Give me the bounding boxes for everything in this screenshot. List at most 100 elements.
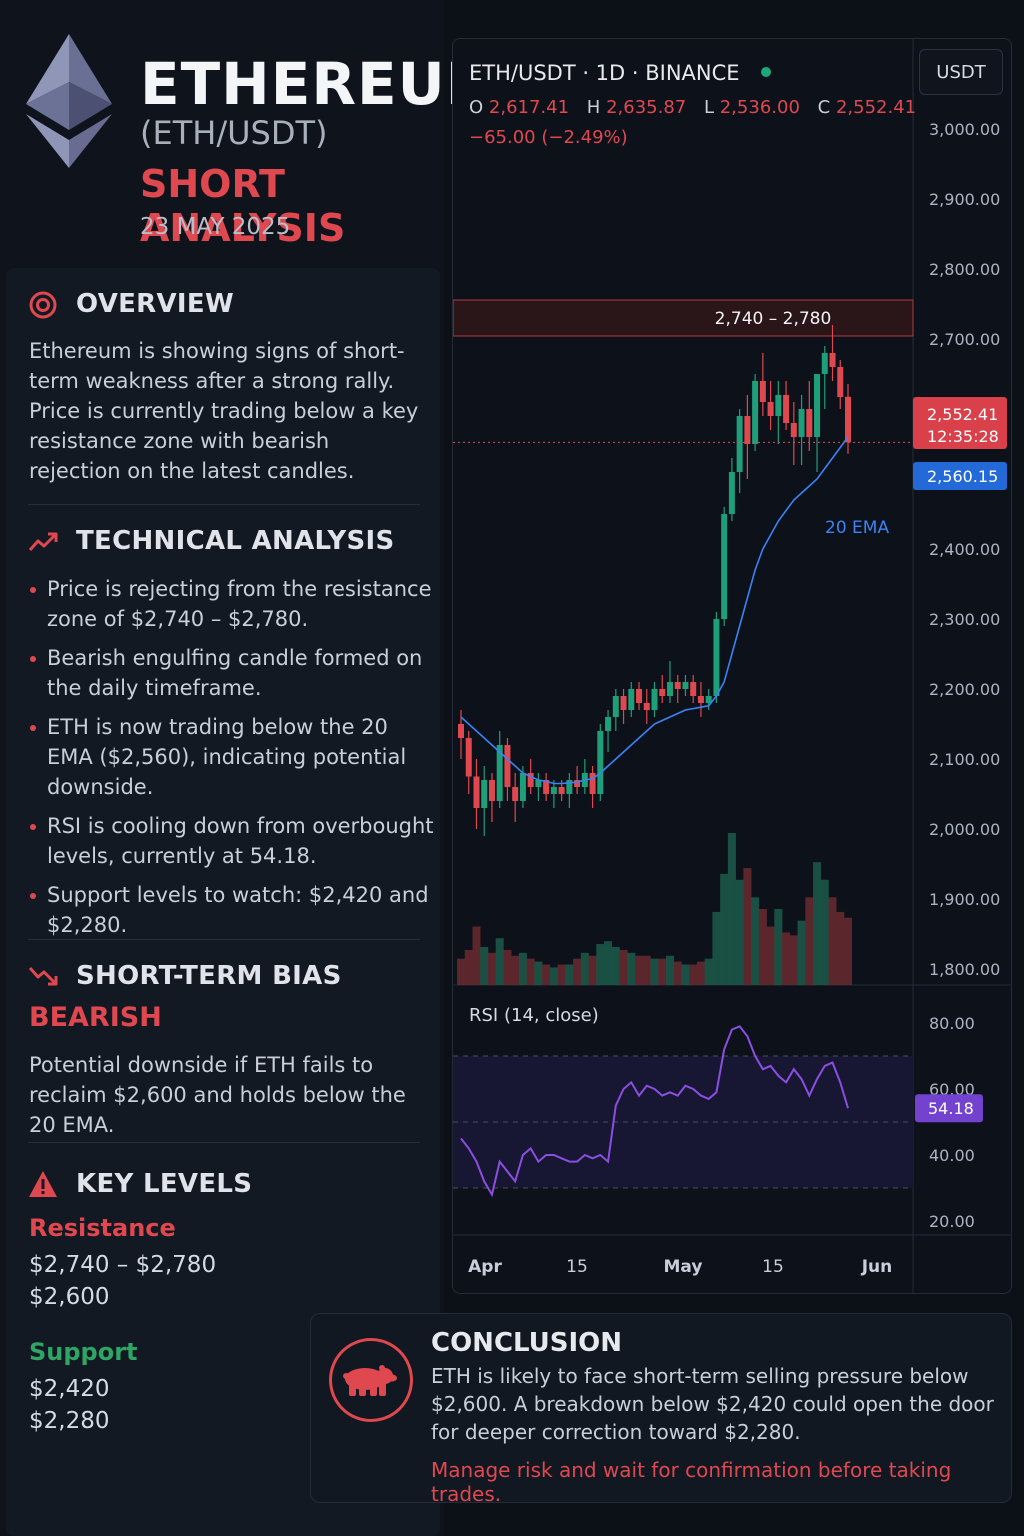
conclusion-text: ETH is likely to face short-term selling… [431,1364,994,1444]
price-tick-label: 2,900.00 [929,190,1000,209]
divider [28,939,420,940]
candle-body [612,696,619,717]
analysis-date: 23 MAY 2025 [140,214,291,240]
candle-body [504,745,511,787]
volume-bar [503,949,512,985]
price-chart[interactable]: 2,740 – 2,780 20 EMA 3,000.00 2,900.00 2,800… [453,39,1011,1293]
warning-icon [29,1171,57,1197]
divider [28,504,420,505]
volume-bar [557,964,566,985]
rsi-line [460,1025,849,1198]
overview-text: Ethereum is showing signs of short-term … [29,339,419,483]
price-tick-label: 1,900.00 [929,890,1000,909]
low-value: 2,536.00 [719,97,800,118]
volume-bar [604,941,613,985]
volume-bar [480,947,489,985]
volume-bar [511,955,520,985]
chart-panel[interactable]: 2,740 – 2,780 20 EMA 3,000.00 2,900.00 2,800… [452,38,1012,1294]
candle-body [837,367,844,398]
bias-value: BEARISH [29,1002,162,1033]
volume-bar [487,952,496,985]
candle-body [713,619,720,696]
volume-bar [836,911,845,985]
volume-bar [673,961,682,985]
volume-bar [813,862,822,985]
bias-text: Potential downside if ETH fails to recla… [29,1053,406,1137]
x-tick-label: 15 [762,1257,784,1277]
price-tick-label: 2,100.00 [929,750,1000,769]
pair-label: (ETH/USDT) [140,114,328,152]
volume-bar [712,911,721,985]
volume-bar [588,955,597,985]
rsi-tag-value: 54.18 [928,1099,974,1118]
volume-bar [549,967,558,985]
candle-body [527,773,534,787]
candle-body [566,780,573,794]
technical-bullet-list: Price is rejecting from the resistance z… [29,574,439,949]
volume-bar [727,833,736,985]
support-level: $2,420 [29,1376,110,1402]
volume-bar [542,964,551,985]
volume-bar [766,926,775,985]
price-tick-label: 2,400.00 [929,540,1000,559]
candle-body [628,689,635,710]
resistance-zone-label: 2,740 – 2,780 [715,309,832,329]
conclusion-title: CONCLUSION [431,1328,623,1358]
candle-body [605,717,612,731]
price-tag [913,397,1007,449]
volume-bar [534,961,543,985]
overview-title: OVERVIEW [76,289,234,319]
volume-bar [696,961,705,985]
key-levels-title: KEY LEVELS [76,1169,253,1199]
volume-bar [526,958,535,985]
candle-body [682,682,689,689]
volume-bar [580,952,589,985]
volume-bar [642,955,651,985]
price-tick-label: 1,800.00 [929,960,1000,979]
countdown-timer: 12:35:28 [927,427,999,446]
high-value: 2,635.87 [606,97,687,118]
trend-down-icon [28,967,58,986]
price-tag-value: 2,552.41 [927,405,998,424]
volume-bar [782,932,791,985]
volume-bar [720,873,729,985]
candle-body [574,780,581,787]
chart-title: ETH/USDT · 1D · BINANCE [469,61,740,85]
candle-body [783,395,790,423]
page-title: ETHEREUM [140,50,505,118]
price-tick-label: 3,000.00 [929,120,1000,139]
rsi-tick-label: 20.00 [929,1212,975,1231]
volume-bar [457,958,465,985]
resistance-label: Resistance [29,1214,176,1242]
candle-body [465,738,472,777]
close-label: C [817,97,831,118]
volume-bar [704,958,713,985]
price-tick-label: 2,800.00 [929,260,1000,279]
candle-body [790,423,797,437]
candle-body [829,353,836,367]
candle-body [775,395,782,416]
price-change: −65.00 (−2.49%) [469,127,628,148]
rsi-title: RSI (14, close) [469,1005,599,1026]
ohlc-readout: O 2,617.41 H 2,635.87 L 2,536.00 C 2,552… [469,97,928,118]
price-tick-label: 2,000.00 [929,820,1000,839]
volume-bar [681,964,690,985]
support-label: Support [29,1338,138,1366]
candle-body [496,745,503,801]
candle-body [767,402,774,416]
x-tick-label: Apr [468,1257,502,1277]
currency-button[interactable]: USDT [919,49,1003,95]
volume-bar [774,909,783,985]
candle-body [690,682,697,696]
candle-body [659,689,666,696]
volume-bar [627,952,636,985]
candle-body [814,374,821,437]
live-status-icon [761,67,771,77]
volume-bar [820,879,829,985]
volume-bar [611,947,620,985]
ethereum-logo-icon [26,34,112,168]
list-item: Price is rejecting from the resistance z… [29,574,439,634]
ema-tag-value: 2,560.15 [927,467,998,486]
volume-bar [565,964,574,985]
price-tick-label: 2,200.00 [929,680,1000,699]
